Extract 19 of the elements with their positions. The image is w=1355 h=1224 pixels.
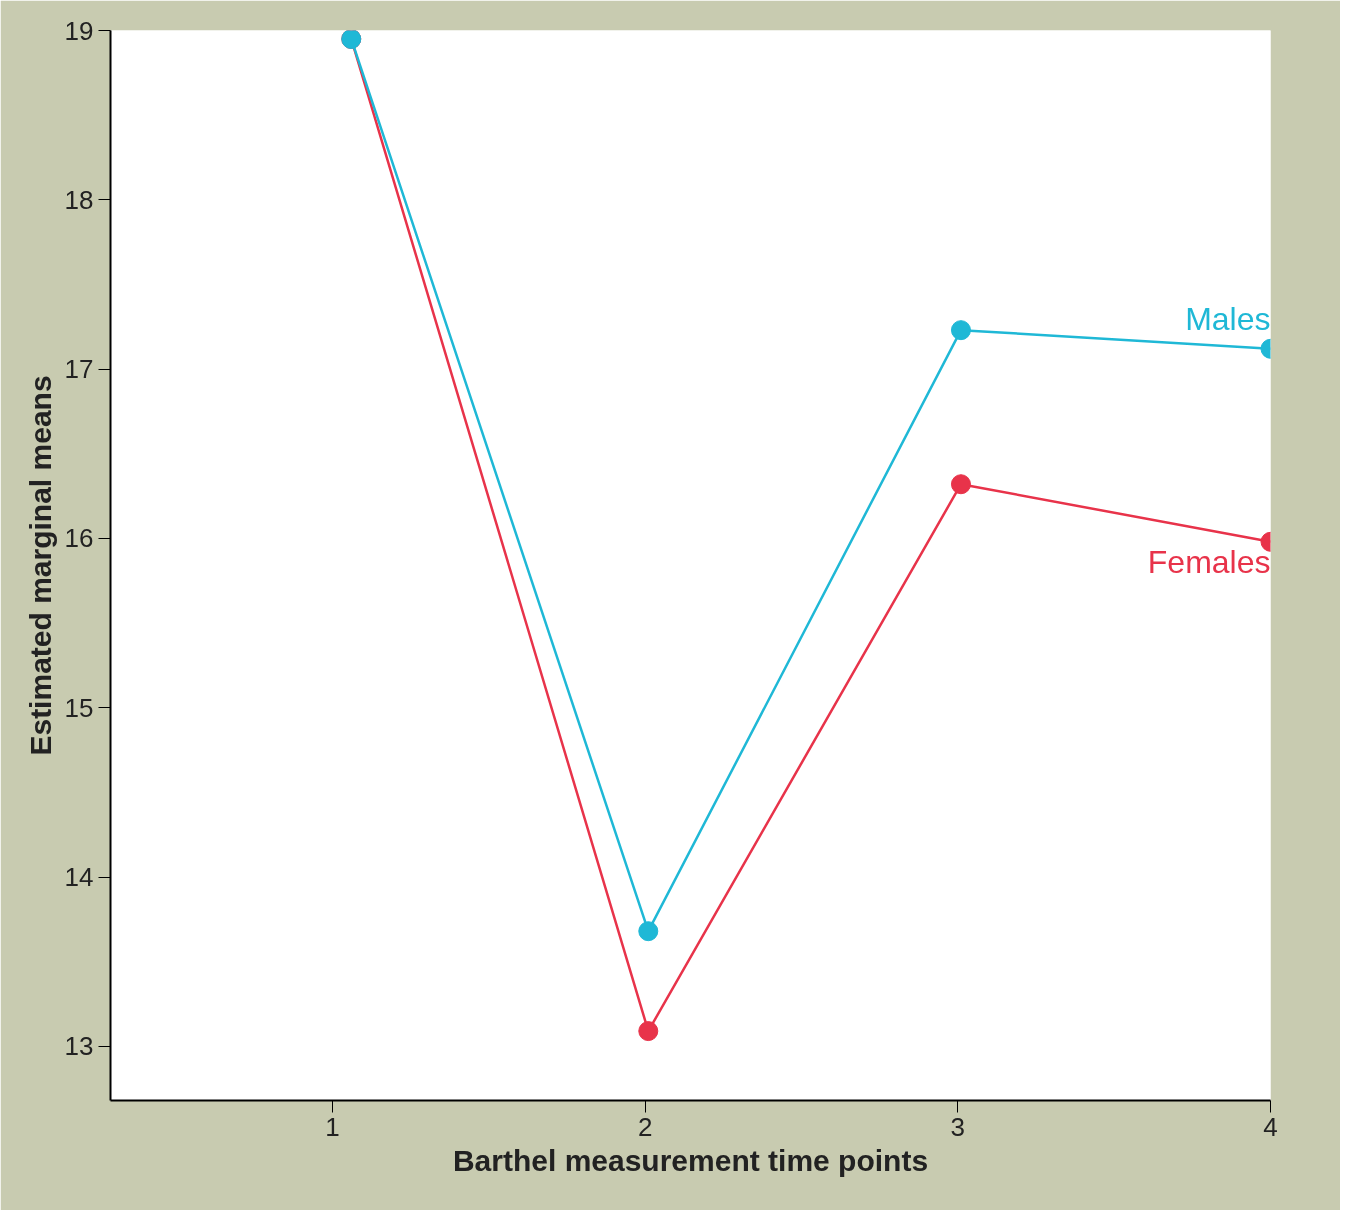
x-tick-label: 4	[1263, 1111, 1278, 1142]
point	[950, 320, 971, 341]
x-tick-label: 3	[950, 1111, 966, 1142]
x-tick-label: 1	[325, 1111, 340, 1142]
y-tick-label: 14	[64, 862, 94, 893]
y-tick-label: 17	[64, 354, 94, 385]
point	[638, 921, 659, 942]
series-label: Females	[1147, 543, 1271, 580]
y-tick-label: 13	[64, 1031, 94, 1062]
x-axis-title: Barthel measurement time points	[452, 1143, 929, 1177]
y-axis-title: Estimated marginal means	[23, 375, 57, 756]
point	[638, 1021, 659, 1042]
x-tick-label: 2	[637, 1111, 653, 1142]
y-tick-label: 15	[64, 692, 94, 723]
y-tick-label: 16	[64, 523, 94, 554]
y-tick-label: 19	[64, 15, 94, 46]
point	[950, 474, 971, 495]
series-label: Males	[1185, 300, 1271, 337]
y-tick-label: 18	[64, 184, 94, 215]
